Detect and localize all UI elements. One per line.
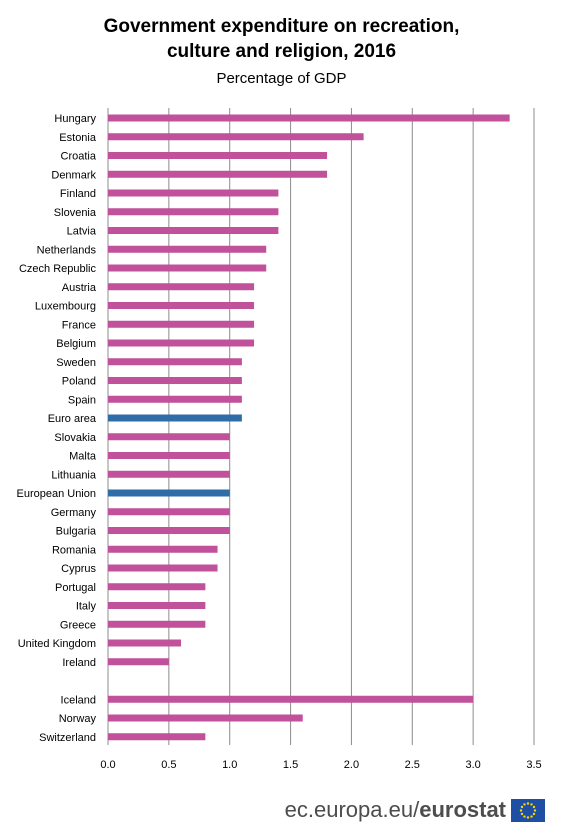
bar [108, 508, 230, 516]
chart-subtitle: Percentage of GDP [216, 70, 347, 87]
bar [108, 433, 230, 441]
bar [108, 452, 230, 459]
bar [108, 602, 206, 609]
category-label: Croatia [61, 151, 97, 163]
category-label: Lithuania [51, 469, 97, 481]
category-label: France [62, 319, 96, 331]
category-label: Sweden [56, 357, 96, 369]
x-tick-label: 0.0 [100, 759, 115, 771]
x-tick-label: 1.5 [283, 759, 298, 771]
bar [108, 395, 242, 403]
category-label: Germany [51, 507, 97, 519]
category-label: Finland [60, 188, 96, 200]
eu-flag-icon [511, 798, 545, 822]
bar [108, 545, 218, 553]
category-label: Czech Republic [19, 263, 97, 275]
chart-title-line1: Government expenditure on recreation, [103, 16, 460, 37]
category-label: Ireland [62, 657, 96, 669]
category-label: Hungary [54, 113, 96, 125]
category-label: Euro area [48, 413, 97, 425]
x-tick-label: 2.0 [344, 759, 359, 771]
bar [108, 377, 242, 384]
chart-title: Government expenditure on recreation, cu… [0, 14, 563, 64]
category-label: Belgium [56, 338, 96, 350]
bar [108, 639, 182, 647]
bar [108, 714, 303, 722]
category-label: United Kingdom [18, 638, 96, 650]
category-label: Bulgaria [56, 526, 97, 538]
x-tick-label: 3.0 [465, 759, 480, 771]
bar [108, 114, 510, 122]
bar [108, 264, 267, 272]
bar [108, 339, 255, 347]
category-label: European Union [16, 488, 96, 500]
bar [108, 133, 364, 141]
bar-chart: 0.0 0.5 1.0 1.5 2.0 2.5 3.0 3.5 Hungary Estonia Cr… [16, 108, 542, 771]
x-tick-label: 0.5 [161, 759, 176, 771]
category-label: Spain [68, 394, 96, 406]
category-label: Norway [59, 713, 97, 725]
bar [108, 470, 230, 478]
category-label: Malta [69, 451, 97, 463]
category-label: Estonia [59, 132, 97, 144]
bar [108, 320, 255, 328]
footer-brand-text: eurostat [419, 797, 506, 822]
x-tick-label: 3.5 [526, 759, 541, 771]
category-label: Portugal [55, 582, 96, 594]
category-label: Italy [76, 601, 97, 613]
category-label: Poland [62, 376, 96, 388]
footer-site-text: ec.europa.eu/ [284, 797, 420, 822]
bar [108, 189, 279, 197]
bar [108, 527, 230, 534]
category-label: Switzerland [39, 732, 96, 744]
x-tick-label: 1.0 [222, 759, 237, 771]
category-label: Latvia [67, 226, 97, 238]
category-label: Slovakia [54, 432, 96, 444]
category-label: Denmark [51, 169, 96, 181]
category-label: Slovenia [54, 207, 97, 219]
bar [108, 695, 474, 703]
category-label: Greece [60, 619, 96, 631]
bar [108, 358, 242, 366]
category-label: Luxembourg [35, 301, 96, 313]
category-label: Iceland [61, 694, 96, 706]
bar [108, 152, 328, 159]
chart-title-line2: culture and religion, 2016 [166, 41, 397, 62]
bar [108, 658, 169, 666]
bar [108, 245, 267, 253]
bar [108, 583, 206, 591]
category-label: Netherlands [37, 244, 97, 256]
bar [108, 208, 279, 216]
category-label: Austria [62, 282, 97, 294]
bar [108, 733, 206, 741]
category-label: Cyprus [61, 563, 96, 575]
category-label: Romania [52, 544, 97, 556]
eurostat-footer: ec.europa.eu/eurostat [285, 795, 545, 825]
x-tick-label: 2.5 [405, 759, 420, 771]
bar [108, 414, 242, 422]
bar [108, 283, 255, 291]
bar [108, 620, 206, 628]
bar [108, 564, 218, 572]
bar [108, 170, 328, 178]
bar [108, 302, 255, 309]
bar [108, 489, 230, 497]
bar [108, 227, 279, 234]
